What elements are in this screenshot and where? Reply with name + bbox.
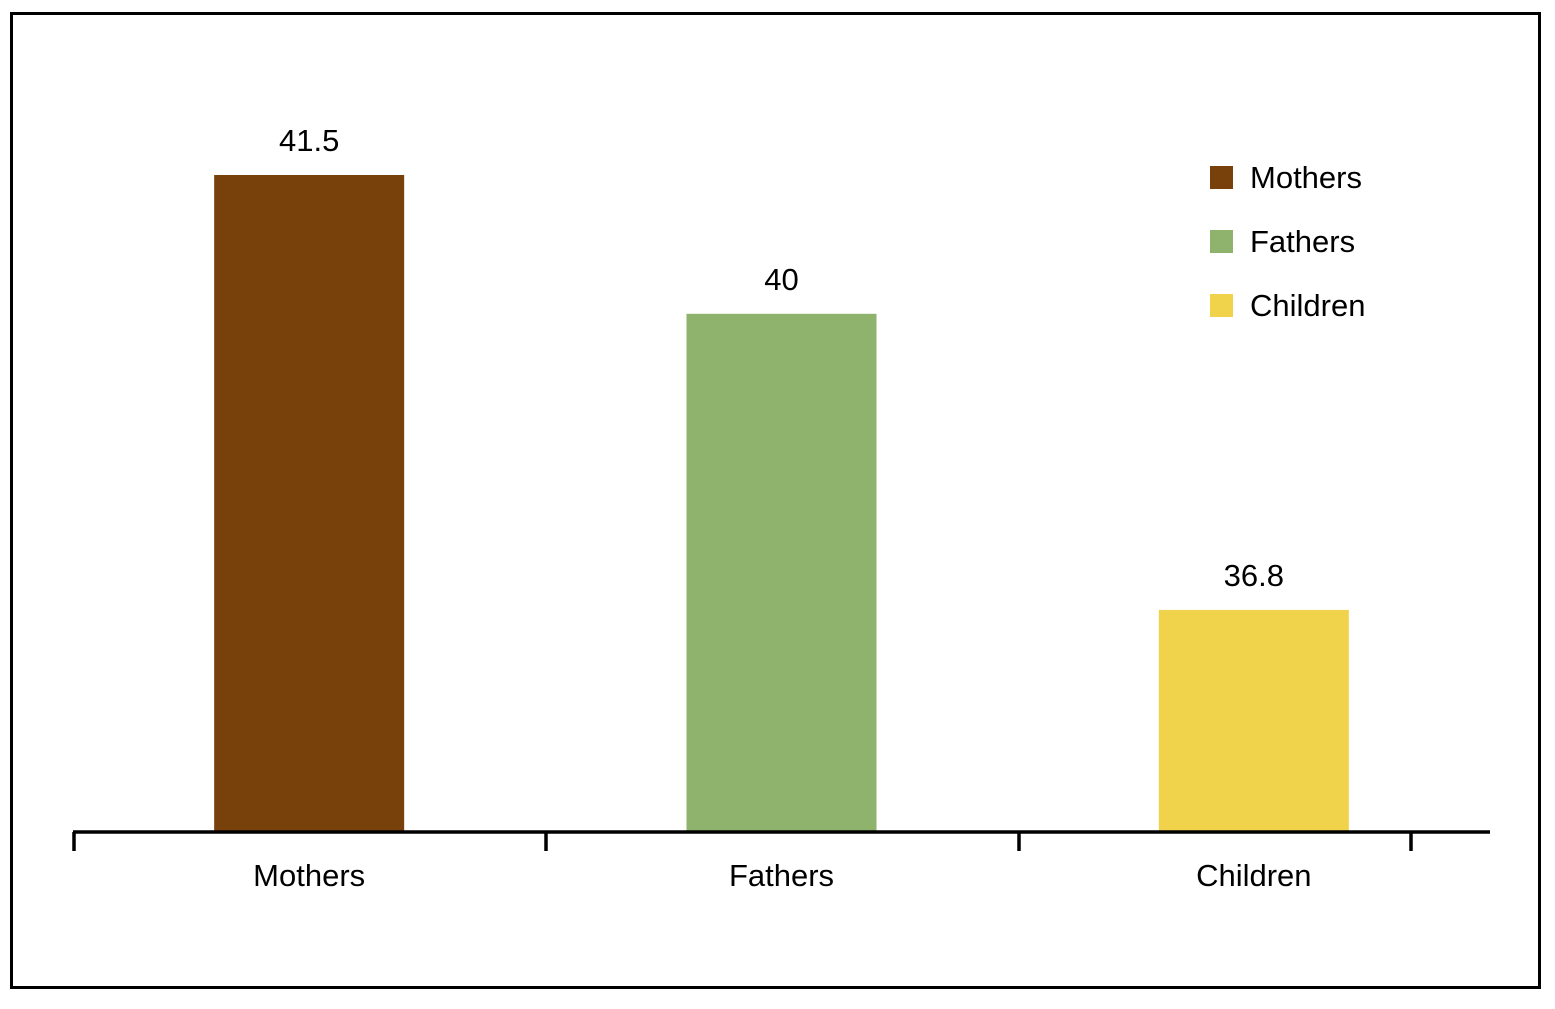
x-axis: Mothers Fathers Children (72, 830, 1490, 893)
data-label-children: 36.8 (1224, 558, 1284, 593)
legend-swatch-children (1210, 294, 1233, 317)
legend-swatch-fathers (1210, 230, 1233, 253)
data-labels-layer: 41.5 40 36.8 (279, 123, 1284, 593)
bar-fathers (686, 313, 877, 832)
legend-label-children: Children (1250, 288, 1365, 323)
data-label-mothers: 41.5 (279, 123, 339, 158)
legend: Mothers Fathers Children (1210, 160, 1365, 323)
x-tick-label-children: Children (1196, 858, 1311, 893)
legend-label-fathers: Fathers (1250, 224, 1355, 259)
data-label-fathers: 40 (764, 262, 798, 297)
bars-layer (214, 175, 1349, 832)
x-tick-label-fathers: Fathers (729, 858, 834, 893)
x-tick-label-mothers: Mothers (253, 858, 365, 893)
legend-swatch-mothers (1210, 166, 1233, 189)
legend-label-mothers: Mothers (1250, 160, 1362, 195)
bar-children (1158, 609, 1349, 832)
bar-mothers (214, 175, 405, 832)
